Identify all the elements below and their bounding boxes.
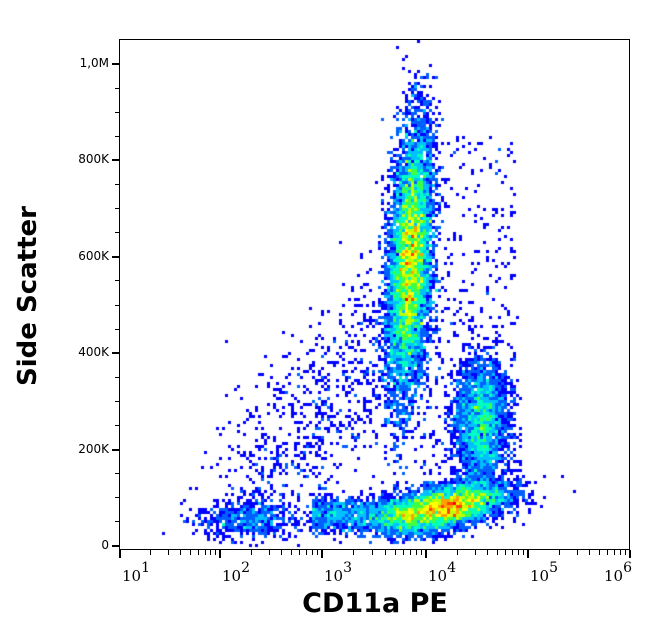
x-minor-tick [599, 550, 601, 555]
y-tick-label: 600K [78, 248, 109, 263]
y-major-tick [112, 159, 120, 162]
x-minor-tick [299, 550, 301, 555]
x-minor-tick [576, 550, 578, 555]
y-minor-tick [115, 376, 120, 378]
x-major-tick [119, 550, 121, 558]
x-minor-tick [371, 550, 373, 555]
x-minor-tick [607, 550, 609, 555]
x-minor-tick [353, 550, 355, 555]
x-minor-tick [518, 550, 520, 555]
y-minor-tick [115, 280, 120, 282]
x-major-tick [527, 550, 529, 558]
x-minor-tick [189, 550, 191, 555]
x-minor-tick [268, 550, 270, 555]
x-major-tick [219, 550, 221, 558]
x-minor-tick [250, 550, 252, 555]
x-minor-tick [625, 550, 627, 555]
y-minor-tick [115, 184, 120, 185]
x-axis-title: CD11a PE [302, 588, 448, 619]
x-tick-label: 101 [122, 560, 151, 585]
x-minor-tick [204, 550, 206, 555]
y-tick-label: 800K [78, 152, 109, 167]
x-tick-label: 106 [604, 560, 633, 585]
y-minor-tick [115, 328, 120, 330]
y-minor-tick [115, 87, 120, 89]
y-tick-label: 0 [101, 538, 109, 552]
y-minor-tick [115, 135, 120, 137]
x-minor-tick [487, 550, 489, 555]
x-minor-tick [384, 550, 386, 555]
y-tick-label: 200K [78, 441, 109, 456]
x-minor-tick [167, 550, 169, 555]
y-minor-tick [115, 304, 120, 306]
y-minor-tick [115, 497, 120, 499]
x-minor-tick [620, 550, 622, 555]
y-minor-tick [115, 232, 120, 234]
x-minor-tick [614, 550, 616, 555]
x-minor-tick [402, 550, 404, 555]
y-tick-label: 400K [78, 345, 109, 360]
density-scatter-canvas [120, 40, 630, 550]
x-minor-tick [215, 550, 217, 555]
x-minor-tick [150, 550, 152, 555]
y-minor-tick [115, 425, 120, 426]
x-major-tick [425, 550, 427, 558]
y-major-tick [112, 545, 120, 547]
y-major-tick [112, 352, 120, 355]
y-major-tick [112, 63, 120, 65]
x-minor-tick [415, 550, 417, 555]
y-minor-tick [115, 208, 120, 210]
x-minor-tick [409, 550, 411, 555]
x-minor-tick [456, 550, 458, 555]
y-minor-tick [115, 521, 120, 523]
x-minor-tick [523, 550, 525, 555]
x-tick-label: 104 [428, 560, 457, 585]
x-minor-tick [317, 550, 319, 555]
x-major-tick [321, 550, 323, 558]
x-minor-tick [312, 550, 314, 555]
x-minor-tick [394, 550, 396, 555]
y-tick-label: 1,0M [79, 56, 109, 70]
x-minor-tick [306, 550, 308, 555]
x-tick-label: 105 [530, 560, 559, 585]
x-minor-tick [505, 550, 507, 555]
x-minor-tick [197, 550, 199, 555]
x-tick-label: 103 [324, 560, 353, 585]
x-tick-label: 102 [222, 560, 251, 585]
x-minor-tick [180, 550, 182, 555]
x-major-tick [629, 550, 631, 558]
y-major-tick [112, 255, 120, 258]
y-axis-title: Side Scatter [13, 206, 43, 386]
x-minor-tick [558, 550, 560, 555]
y-minor-tick [115, 400, 120, 402]
x-minor-tick [497, 550, 499, 555]
x-minor-tick [474, 550, 476, 555]
y-major-tick [112, 448, 120, 451]
y-minor-tick [115, 111, 120, 113]
x-minor-tick [281, 550, 283, 555]
x-minor-tick [589, 550, 591, 555]
x-minor-tick [291, 550, 293, 555]
x-minor-tick [421, 550, 423, 555]
y-minor-tick [115, 473, 120, 475]
x-minor-tick [210, 550, 212, 555]
x-minor-tick [512, 550, 514, 555]
